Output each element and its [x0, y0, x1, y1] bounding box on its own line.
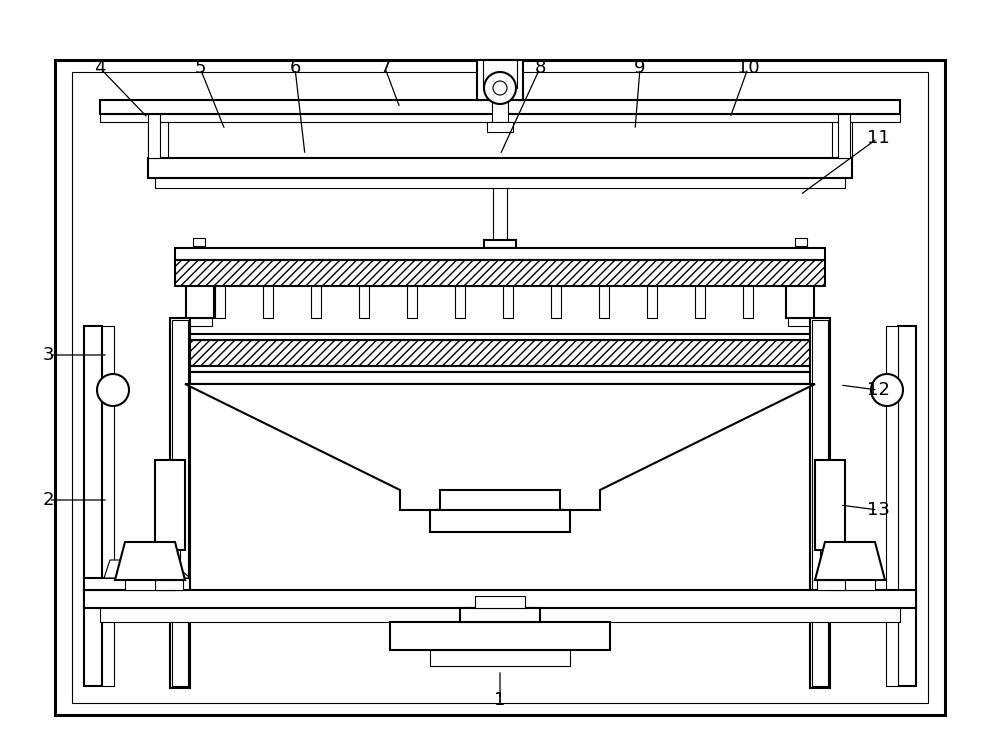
Polygon shape: [185, 384, 815, 510]
Bar: [359, 286, 369, 318]
Bar: [796, 276, 806, 281]
Bar: [215, 286, 225, 318]
Bar: [430, 510, 570, 532]
Text: 8: 8: [534, 59, 546, 77]
Text: 4: 4: [94, 59, 106, 77]
Text: 9: 9: [634, 59, 646, 77]
Bar: [100, 608, 900, 622]
Bar: [832, 122, 852, 162]
Bar: [194, 246, 204, 251]
Bar: [788, 318, 812, 326]
Bar: [796, 258, 806, 263]
Text: 1: 1: [494, 691, 506, 709]
Text: 6: 6: [289, 59, 301, 77]
Bar: [796, 246, 806, 251]
Circle shape: [484, 72, 516, 104]
Bar: [148, 114, 160, 158]
Bar: [160, 550, 180, 578]
Bar: [175, 340, 825, 366]
Bar: [492, 100, 508, 122]
Polygon shape: [84, 578, 190, 590]
Bar: [155, 460, 185, 550]
Bar: [148, 158, 852, 178]
Bar: [102, 326, 114, 686]
Polygon shape: [115, 542, 185, 580]
Bar: [484, 240, 516, 248]
Polygon shape: [84, 560, 190, 578]
Bar: [825, 578, 875, 590]
Bar: [475, 596, 525, 608]
Text: 7: 7: [379, 59, 391, 77]
Bar: [796, 264, 806, 269]
Bar: [194, 264, 204, 269]
Bar: [172, 320, 188, 686]
Bar: [886, 326, 898, 686]
Bar: [796, 252, 806, 257]
Bar: [551, 286, 561, 318]
Bar: [817, 580, 845, 590]
Bar: [125, 578, 175, 590]
Bar: [695, 286, 705, 318]
Bar: [407, 286, 417, 318]
Bar: [898, 326, 916, 686]
Bar: [838, 114, 850, 158]
Bar: [193, 238, 205, 246]
Bar: [599, 286, 609, 318]
Bar: [55, 60, 945, 715]
Bar: [795, 238, 807, 246]
Bar: [830, 560, 870, 578]
Bar: [812, 320, 828, 686]
Bar: [194, 252, 204, 257]
Bar: [820, 550, 840, 578]
Circle shape: [493, 81, 507, 95]
Bar: [155, 580, 183, 590]
Bar: [175, 334, 825, 340]
Bar: [185, 372, 815, 384]
Bar: [647, 286, 657, 318]
Bar: [390, 622, 610, 650]
Bar: [84, 590, 916, 608]
Polygon shape: [815, 542, 885, 580]
Bar: [175, 260, 825, 286]
Circle shape: [871, 374, 903, 406]
Bar: [487, 122, 513, 132]
Bar: [810, 318, 830, 688]
Bar: [430, 650, 570, 666]
Circle shape: [97, 374, 129, 406]
Bar: [148, 122, 168, 162]
Bar: [483, 60, 517, 88]
Text: 11: 11: [867, 129, 889, 147]
Text: 5: 5: [194, 59, 206, 77]
Bar: [130, 560, 170, 578]
Bar: [100, 114, 900, 122]
Bar: [796, 270, 806, 275]
Bar: [186, 282, 214, 318]
Bar: [170, 318, 190, 688]
Text: 12: 12: [867, 381, 889, 399]
Bar: [786, 282, 814, 318]
Bar: [743, 286, 753, 318]
Bar: [72, 72, 928, 703]
Text: 13: 13: [867, 501, 889, 519]
Bar: [194, 270, 204, 275]
Bar: [194, 276, 204, 281]
Bar: [188, 318, 212, 326]
Bar: [155, 178, 845, 188]
Bar: [100, 100, 900, 114]
Text: 10: 10: [737, 59, 759, 77]
Bar: [194, 258, 204, 263]
Text: 2: 2: [42, 491, 54, 509]
Bar: [460, 608, 540, 622]
Text: 3: 3: [42, 346, 54, 364]
Bar: [503, 286, 513, 318]
Bar: [84, 326, 102, 686]
Bar: [175, 366, 825, 372]
Bar: [477, 60, 523, 100]
Bar: [311, 286, 321, 318]
Bar: [455, 286, 465, 318]
Bar: [175, 248, 825, 260]
Bar: [263, 286, 273, 318]
Bar: [815, 460, 845, 550]
